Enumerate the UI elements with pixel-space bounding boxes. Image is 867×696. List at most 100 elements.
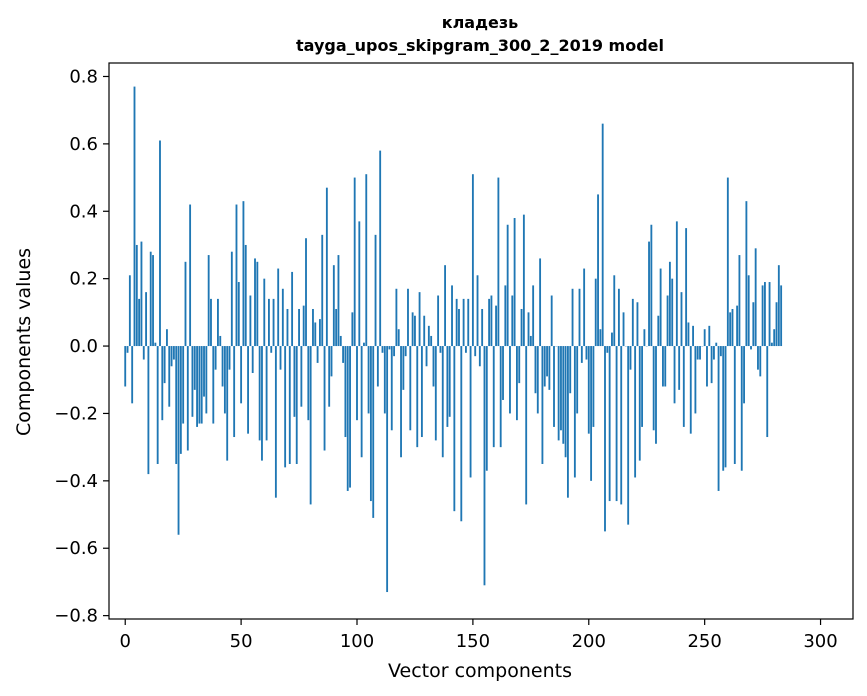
bar xyxy=(339,335,342,347)
bar xyxy=(634,346,637,478)
bar xyxy=(404,346,407,357)
bar xyxy=(664,346,667,387)
bar xyxy=(142,346,145,360)
bar xyxy=(381,346,384,353)
bar xyxy=(678,346,681,390)
bar xyxy=(344,346,347,438)
bar xyxy=(337,255,340,347)
bar xyxy=(680,292,683,347)
bar xyxy=(715,342,718,347)
bar xyxy=(230,251,233,347)
bar xyxy=(149,251,152,347)
bar xyxy=(777,265,780,347)
bar xyxy=(534,346,537,394)
bar xyxy=(193,346,196,390)
bar xyxy=(388,346,391,350)
bar xyxy=(569,346,572,394)
bar xyxy=(346,346,349,491)
bar xyxy=(390,346,393,431)
bar xyxy=(506,224,509,347)
x-tick-label: 150 xyxy=(456,631,490,652)
bar xyxy=(511,295,514,347)
bar xyxy=(685,228,688,347)
bar xyxy=(471,174,474,347)
bar xyxy=(474,346,477,357)
bar xyxy=(323,346,326,451)
bar xyxy=(613,275,616,347)
bar xyxy=(446,346,449,427)
bar xyxy=(483,346,486,586)
bar xyxy=(548,346,551,390)
bar xyxy=(467,298,470,347)
bar xyxy=(543,346,546,387)
bar xyxy=(177,346,180,535)
bar xyxy=(682,346,685,427)
bar xyxy=(522,214,525,347)
bar xyxy=(277,268,280,347)
y-axis-ticks: −0.8 −0.6 −0.4 −0.2 0.0 0.2 0.4 0.6 0.8 xyxy=(54,66,109,627)
bar xyxy=(553,346,555,427)
bar xyxy=(573,346,576,478)
bar xyxy=(256,261,259,347)
bar xyxy=(546,346,548,377)
bar xyxy=(652,346,655,431)
bar xyxy=(249,295,252,347)
bar xyxy=(488,298,491,347)
bar xyxy=(309,346,312,505)
bar xyxy=(240,346,243,404)
bar xyxy=(469,346,472,478)
bar xyxy=(332,265,335,347)
bar xyxy=(706,346,708,387)
bar xyxy=(641,346,644,427)
x-axis-label: Vector components xyxy=(388,660,572,682)
bar xyxy=(631,298,634,347)
bar xyxy=(254,258,256,347)
bar xyxy=(360,346,363,458)
bar xyxy=(444,265,446,347)
bar xyxy=(692,325,694,347)
bar xyxy=(189,204,192,347)
y-tick-label: −0.2 xyxy=(54,403,98,424)
bar xyxy=(668,261,671,347)
bar xyxy=(237,282,240,347)
bar xyxy=(617,288,620,347)
bar xyxy=(747,275,750,347)
bar xyxy=(295,346,298,464)
bar xyxy=(376,346,379,387)
bar xyxy=(525,346,528,505)
bar xyxy=(509,346,511,414)
bar xyxy=(367,346,370,414)
bar xyxy=(576,346,579,414)
bar xyxy=(662,346,664,387)
bar xyxy=(726,177,729,347)
bar xyxy=(261,346,263,461)
bar xyxy=(342,346,345,363)
bar xyxy=(722,346,725,471)
bar xyxy=(159,140,161,347)
bar xyxy=(458,308,460,347)
bar xyxy=(502,346,504,400)
bar xyxy=(432,346,435,387)
bar xyxy=(356,346,358,421)
bar xyxy=(601,123,604,347)
bar xyxy=(138,298,141,347)
bar xyxy=(513,218,516,347)
bar xyxy=(270,346,273,353)
bar xyxy=(163,346,166,384)
bar xyxy=(335,308,338,347)
bar xyxy=(757,346,759,370)
bar xyxy=(729,312,732,347)
bar xyxy=(713,346,715,360)
bar xyxy=(465,346,467,353)
bar xyxy=(210,298,212,347)
bar xyxy=(719,346,722,357)
bar xyxy=(168,346,171,407)
bar xyxy=(536,346,539,414)
bar xyxy=(386,346,389,593)
bar xyxy=(328,346,331,407)
bar xyxy=(687,322,690,347)
bar xyxy=(724,346,727,468)
bar xyxy=(560,346,562,431)
bar xyxy=(288,346,291,464)
bar xyxy=(307,346,310,421)
